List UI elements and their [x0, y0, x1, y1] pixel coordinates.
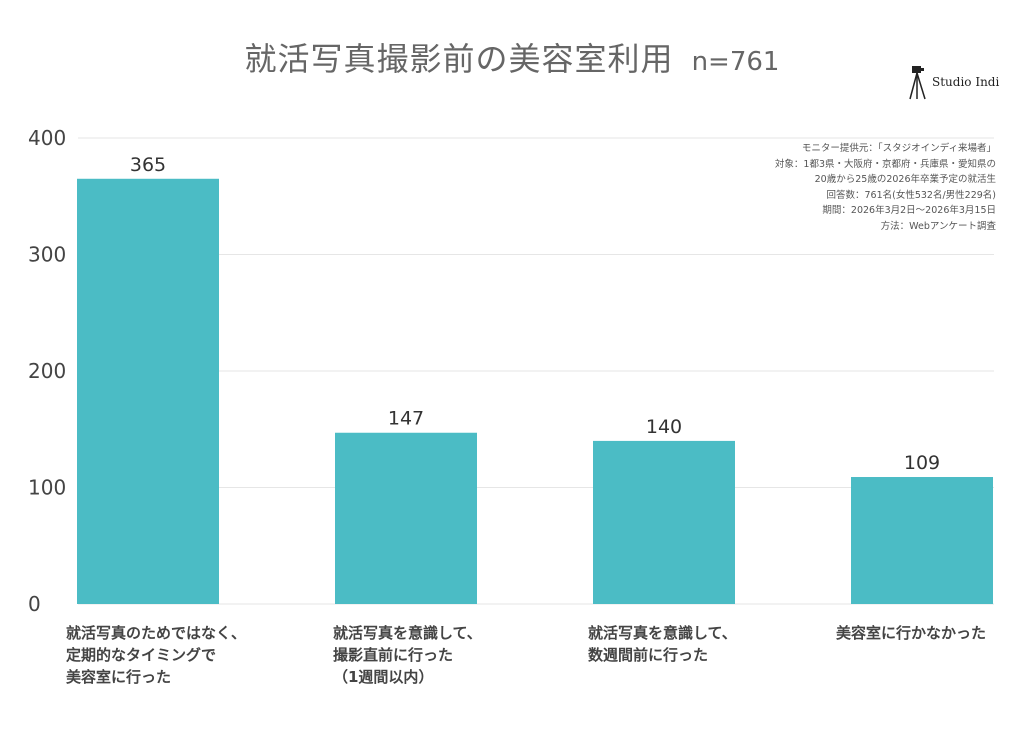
bar [77, 178, 219, 604]
x-tick-label-line: 数週間前に行った [588, 646, 709, 664]
x-tick-label-line: 定期的なタイミングで [66, 646, 217, 664]
x-tick-label: 就活写真のためではなく、 定期的なタイミングで 美容室に行った [66, 622, 246, 688]
y-tick-label: 300 [28, 243, 66, 267]
x-tick-label-line: 美容室に行った [66, 668, 172, 686]
note-line: 方法：Webアンケート調査 [880, 220, 996, 232]
chart-title: 就活写真撮影前の美容室利用 [244, 40, 674, 78]
y-tick-label: 400 [28, 126, 66, 150]
note-line: 期間：2026年3月2日〜2026年3月15日 [822, 205, 996, 216]
y-tick-label: 0 [28, 592, 41, 616]
note-line: 回答数：761名(女性532名/男性229名) [826, 189, 996, 201]
studio-logo: Studio Indi [908, 64, 999, 100]
x-tick-label: 就活写真を意識して、 撮影直前に行った （1週間以内） [333, 622, 482, 688]
data-label: 140 [646, 416, 682, 438]
y-tick-label: 200 [28, 359, 66, 383]
x-tick-label: 就活写真を意識して、 数週間前に行った [588, 622, 737, 666]
x-tick-label-line: 美容室に行かなかった [836, 624, 987, 642]
x-tick-label-line: 撮影直前に行った [333, 646, 454, 664]
x-tick-label-line: （1週間以内） [333, 668, 434, 686]
sample-size: n=761 [691, 47, 780, 77]
chart-title-row: 就活写真撮影前の美容室利用 n=761 [0, 34, 1024, 80]
camera-tripod-icon [909, 66, 926, 100]
x-tick-label-line: 就活写真を意識して、 [588, 624, 737, 642]
x-tick-label-line: 就活写真を意識して、 [333, 624, 482, 642]
note-line: 20歳から25歳の2026年卒業予定の就活生 [814, 174, 996, 185]
note-line: モニター提供元：「スタジオインディ来場者」 [801, 143, 996, 154]
note-line: 対象：1都3県・大阪府・京都府・兵庫県・愛知県の [774, 158, 996, 170]
logo-text: Studio Indi [932, 75, 1000, 89]
bar [335, 432, 477, 604]
data-label: 109 [904, 452, 940, 474]
x-tick-label: 美容室に行かなかった [836, 622, 986, 644]
bar [593, 440, 735, 604]
bar [851, 477, 993, 604]
data-label: 147 [388, 408, 424, 430]
survey-notes: モニター提供元：「スタジオインディ来場者」 対象：1都3県・大阪府・京都府・兵庫… [775, 141, 996, 234]
data-label: 365 [130, 154, 166, 176]
y-tick-label: 100 [28, 476, 66, 500]
x-tick-label-line: 就活写真のためではなく、 [66, 624, 247, 642]
